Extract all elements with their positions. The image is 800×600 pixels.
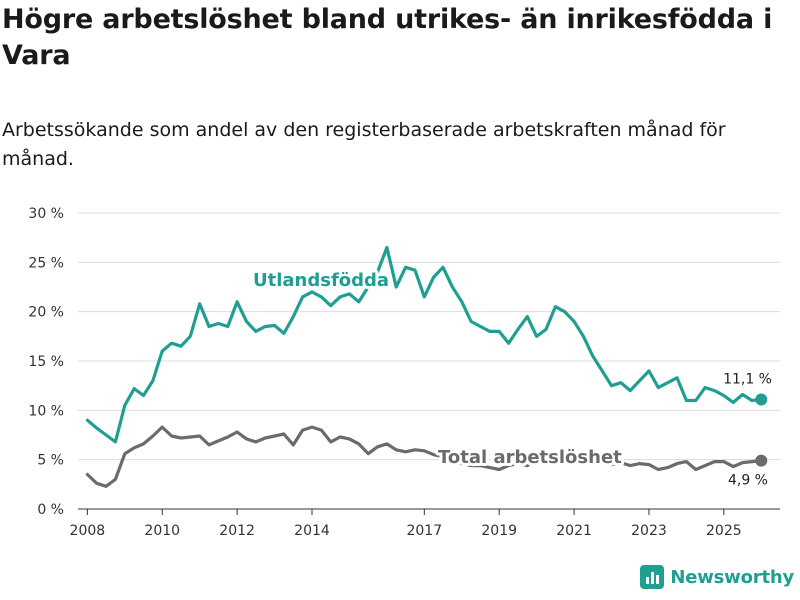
x-tick-label: 2008 [70,523,106,539]
x-tick-label: 2025 [706,523,742,539]
x-tick-label: 2012 [219,523,255,539]
x-tick-label: 2010 [144,523,180,539]
series-label-total-halo: Total arbetslöshet [438,447,622,468]
x-tick-label: 2014 [294,523,330,539]
brand-name: Newsworthy [670,566,794,588]
y-tick-label: 20 % [28,305,64,321]
x-tick-label: 2017 [406,523,442,539]
chart-title: Högre arbetslöshet bland utrikes- än inr… [2,4,773,71]
x-tick-label: 2021 [556,523,592,539]
series-lines [85,245,768,488]
chart-subtitle: Arbetssökande som andel av den registerb… [2,119,726,170]
end-point-total [755,454,768,467]
brand-logo: Newsworthy [640,562,794,592]
end-value-utlandsfodda: 11,1 % [723,371,772,387]
grid-lines [78,212,780,461]
y-tick-label: 10 % [28,403,64,419]
x-tick-label: 2023 [631,523,667,539]
bar-chart-logo-icon [640,565,665,589]
y-axis-ticks: 0 % 5 % 10 % 15 % 20 % 25 % 30 % [28,206,64,518]
y-tick-label: 5 % [37,453,64,469]
series-line-utlandsfodda [85,245,763,444]
x-axis-ticks: 2008 2010 2012 2014 2017 2019 2021 2023 2025 [70,509,742,539]
y-tick-label: 15 % [28,354,64,370]
series-label-utlandsfodda: Utlandsfödda [253,270,389,291]
y-tick-label: 30 % [28,206,64,222]
y-tick-label: 25 % [28,255,64,271]
series-label-utlandsfodda-halo: Utlandsfödda [253,270,389,291]
x-tick-label: 2019 [481,523,517,539]
end-value-total: 4,9 % [728,473,768,489]
end-point-utlandsfodda [755,393,768,406]
y-tick-label: 0 % [37,502,64,518]
series-line-total [85,425,763,488]
series-label-total: Total arbetslöshet [438,447,622,468]
